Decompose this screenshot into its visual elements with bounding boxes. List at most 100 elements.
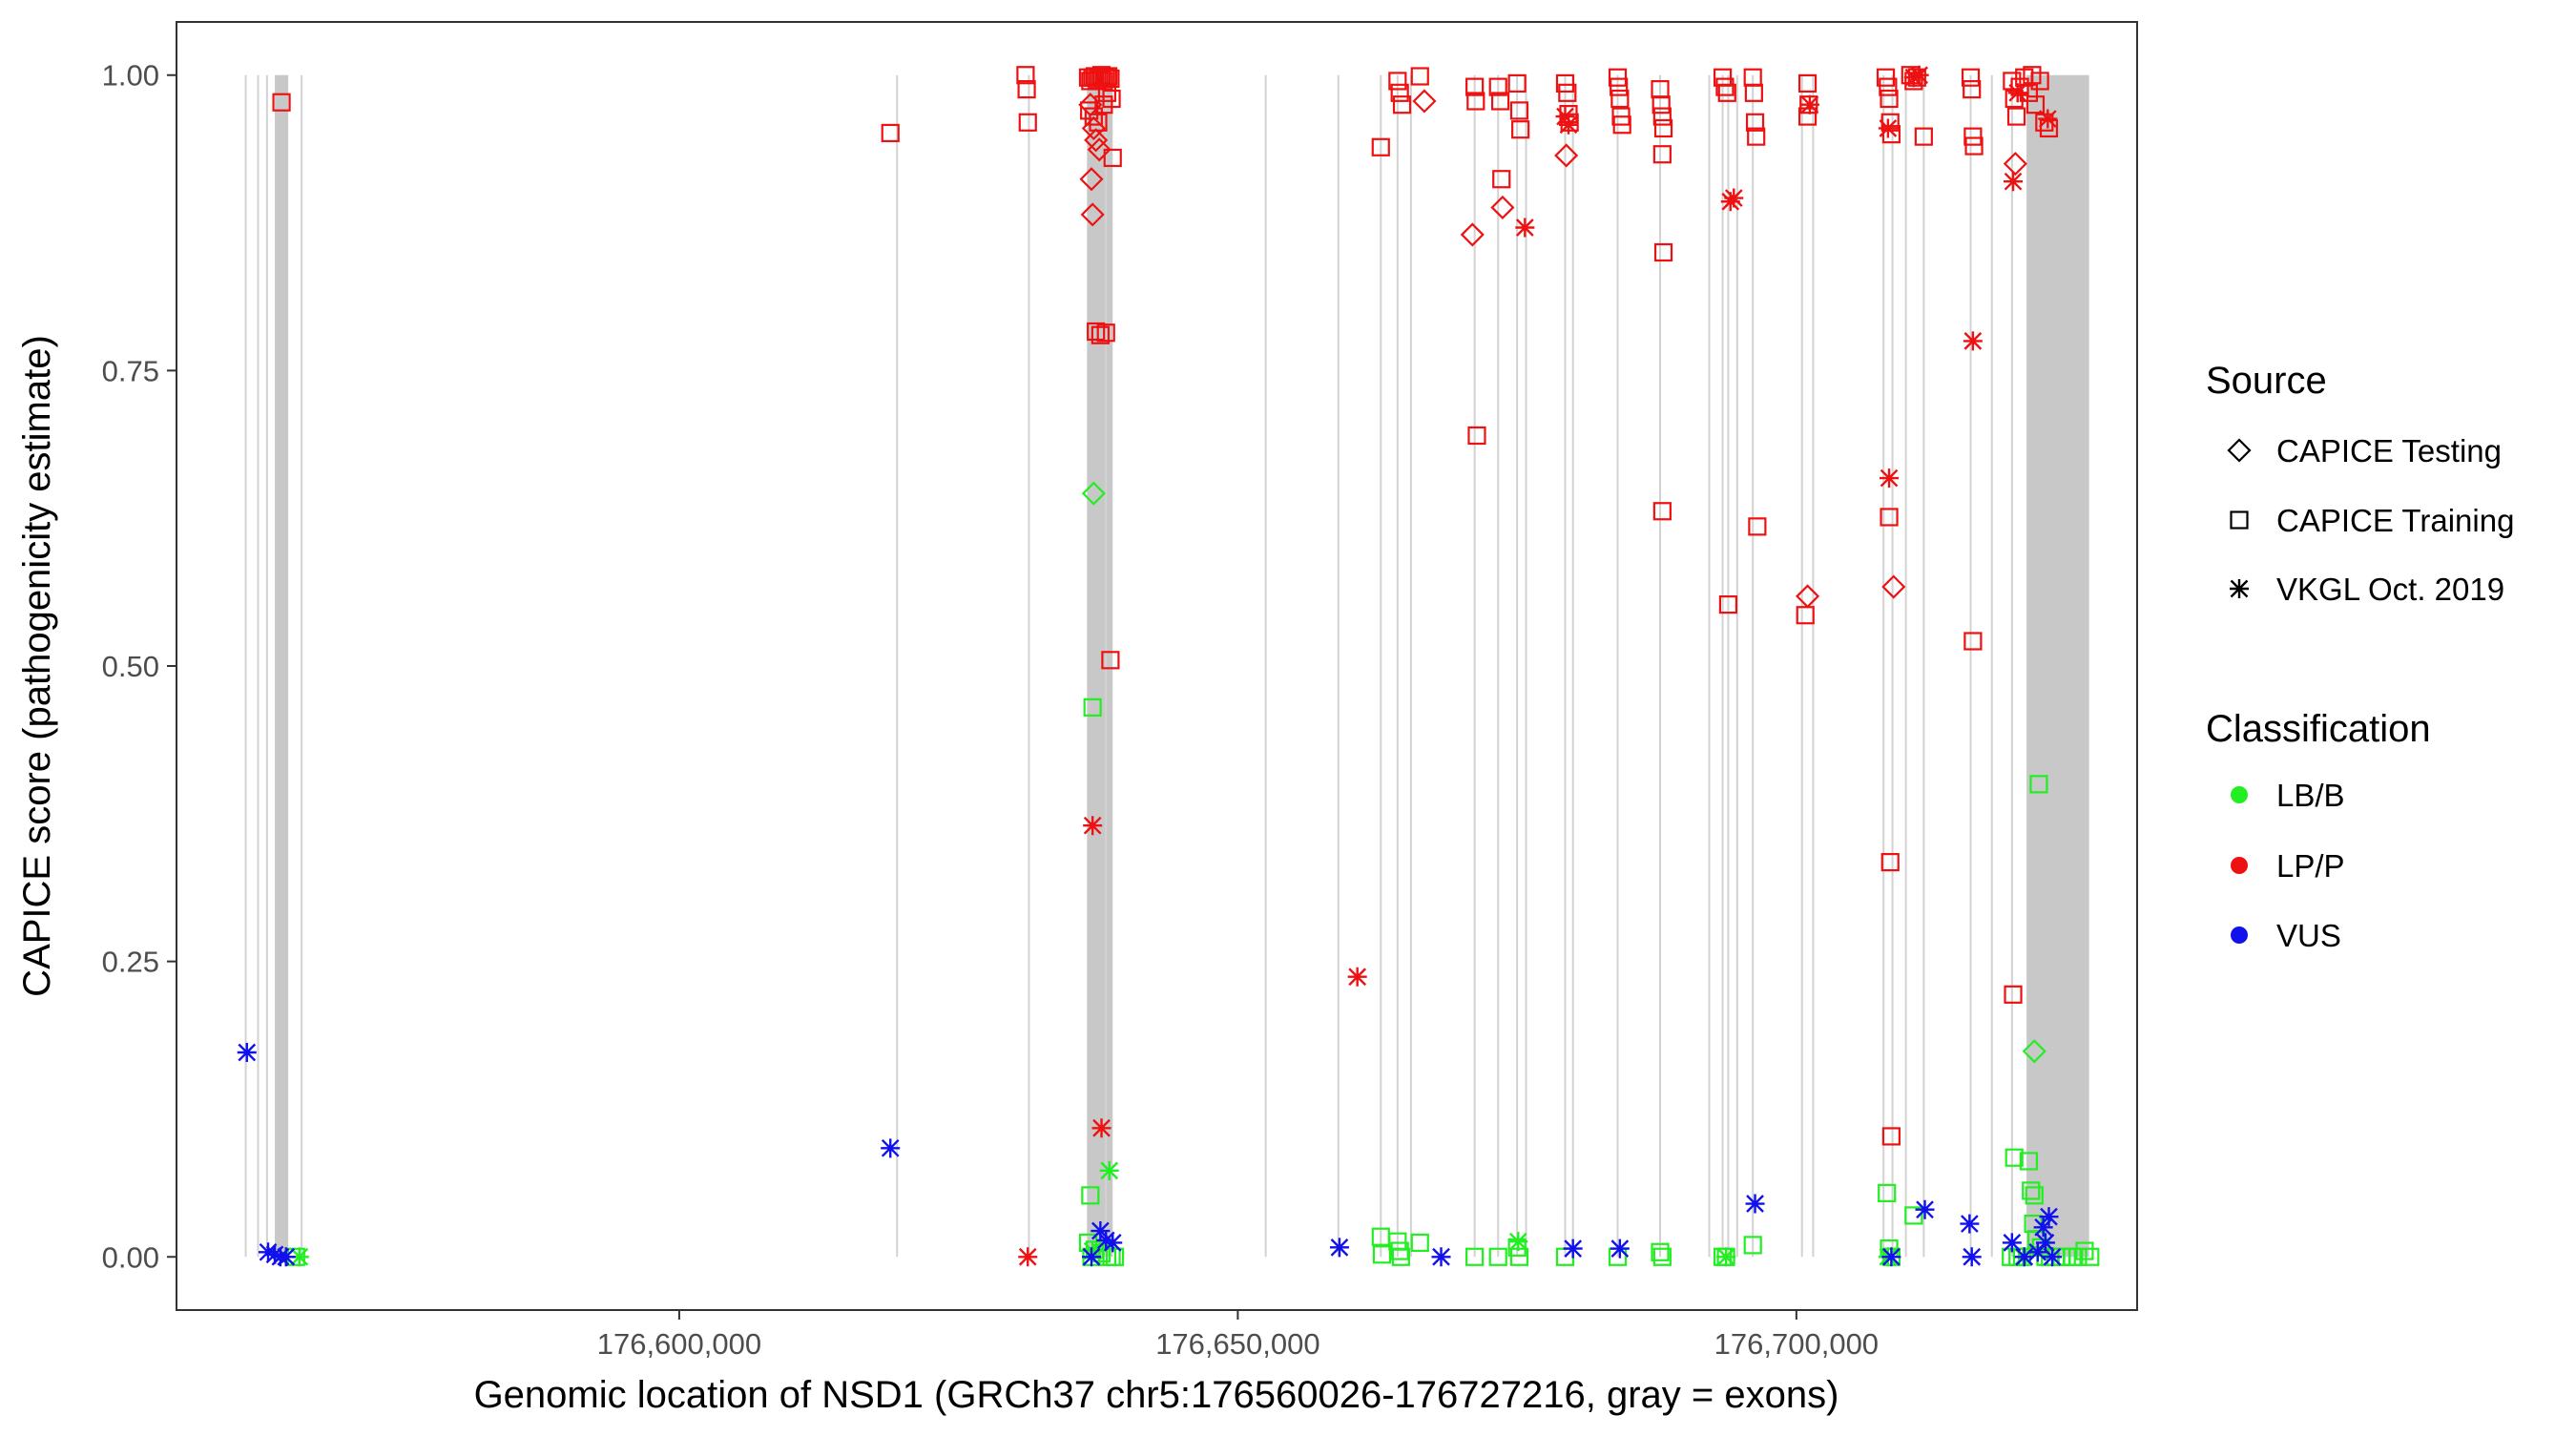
legend-label: LB/B [2276,778,2345,813]
data-point [1371,137,1390,156]
data-point [1515,218,1535,238]
data-point [1372,1245,1392,1264]
data-point [1963,632,1983,651]
data-point [1101,69,1120,89]
data-point [1084,128,1109,153]
data-point [1091,1221,1111,1241]
data-point [2038,109,2058,129]
legend-key-diamond [2227,438,2252,463]
data-point [1915,1199,1935,1219]
data-point [1745,1194,1765,1214]
data-point [1960,1214,1980,1234]
data-point [1087,137,1111,162]
data-point [1099,1160,1119,1180]
data-point [2025,1186,2044,1205]
data-point [1652,107,1672,126]
data-point [1465,77,1485,96]
data-point [1724,188,1744,208]
data-point [1880,508,1899,527]
data-point [1608,68,1628,87]
data-point [1745,113,1765,132]
data-point [1103,1233,1123,1253]
legend-key-square [2230,510,2249,530]
data-point [2025,95,2046,114]
legend-label: LP/P [2276,848,2345,884]
data-point [1390,1241,1409,1260]
data-point [1410,67,1429,86]
data-point [2081,1247,2100,1266]
data-point [1610,1238,1630,1259]
data-point [1612,115,1631,135]
data-point [259,1242,279,1262]
data-point [2002,1233,2022,1253]
y-tick-label: 0.00 [102,1240,159,1274]
data-point [1388,72,1407,91]
data-point [1880,89,1899,109]
data-point [1610,89,1630,109]
data-point [1715,77,1735,96]
data-point [2019,1152,2039,1171]
data-point [1094,72,1113,91]
data-point [276,1247,296,1267]
data-point [1091,1118,1111,1138]
data-point [1347,967,1367,987]
data-point [2004,172,2024,192]
legend-label: VUS [2276,918,2341,953]
legend-label: VKGL Oct. 2019 [2276,572,2504,607]
data-point [1748,517,1767,536]
legend-label: CAPICE Testing [2276,433,2502,468]
data-point [2003,152,2027,177]
data-point [1329,1238,1349,1258]
legend: Source Classification CAPICE Testing CAPI… [2206,360,2514,953]
data-point [1081,1186,1100,1205]
data-point [1718,594,1738,614]
legend-title-classification: Classification [2206,708,2431,750]
data-point [2035,1233,2055,1253]
data-point [1081,481,1106,506]
data-point [1747,127,1766,146]
data-point [1508,1232,1528,1252]
data-point [2068,1247,2088,1266]
data-point [1963,79,1982,99]
data-point [1796,584,1820,609]
y-tick-label: 0.50 [102,650,159,683]
x-axis-label: Genomic location of NSD1 (GRCh37 chr5:17… [474,1374,1839,1416]
variant-position-lines [244,74,2013,1258]
data-point [1507,73,1527,94]
y-axis: 0.00 0.25 0.50 0.75 1.00 [102,59,177,1274]
data-point [2039,1207,2059,1227]
data-point [2027,1242,2047,1262]
data-point [1558,114,1578,135]
data-point [265,1244,285,1264]
data-point [2007,83,2027,103]
data-point [1963,127,1983,146]
data-point [1964,136,1984,156]
data-point [1881,1127,1901,1146]
data-point [289,1247,309,1267]
data-point [1101,651,1120,670]
data-point [1084,107,1103,126]
data-point [1652,1247,1672,1266]
data-point [1963,331,1983,351]
data-point [1880,852,1900,872]
data-point [1878,118,1898,138]
data-point [2030,72,2049,91]
data-point [1105,1247,1125,1266]
legend-title-source: Source [2206,360,2327,402]
data-point [1096,323,1115,343]
data-point [1511,120,1530,139]
legend-key-color [2231,857,2248,874]
data-point [2004,985,2023,1004]
data-point [1488,1247,1507,1266]
data-point [1653,118,1673,138]
data-point [1465,1247,1485,1266]
data-point [1467,426,1486,446]
data-point [1652,145,1672,164]
data-point [1018,1247,1038,1267]
data-point [1558,83,1577,102]
data-point [1087,322,1106,342]
data-point [1555,107,1575,127]
